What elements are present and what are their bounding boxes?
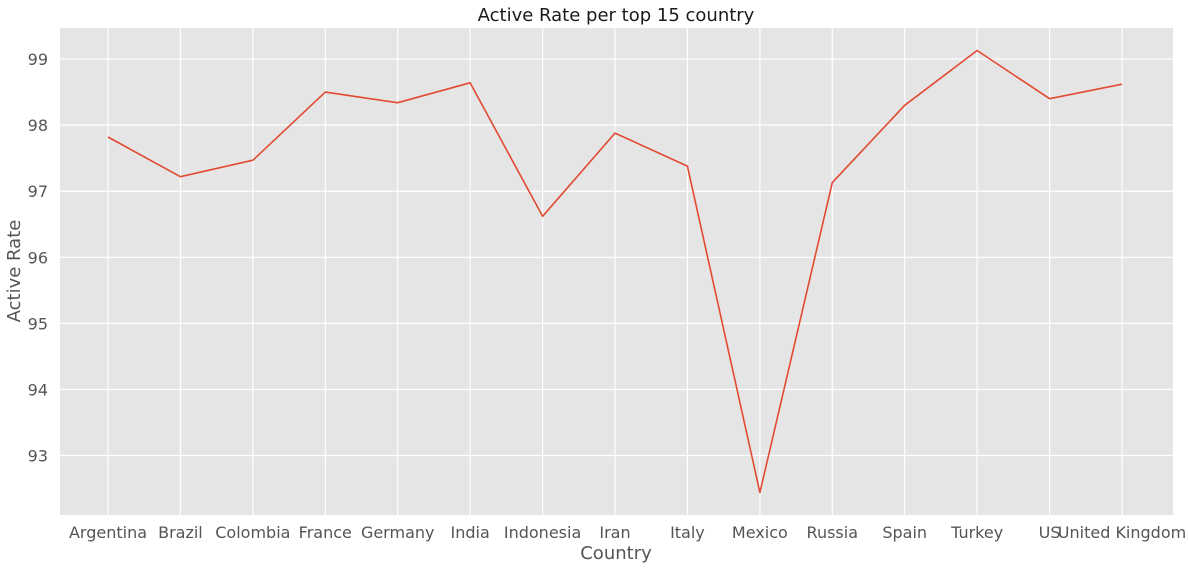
x-tick-label: Argentina — [69, 523, 147, 542]
x-axis-title: Country — [580, 543, 652, 564]
x-tick-label: India — [451, 523, 490, 542]
x-tick-label: United Kingdom — [1058, 523, 1186, 542]
x-tick-label: Mexico — [732, 523, 788, 542]
x-tick-label: Turkey — [950, 523, 1003, 542]
x-tick-label: Spain — [882, 523, 927, 542]
y-tick-label: 95 — [28, 314, 48, 333]
grid-lines — [60, 28, 1173, 515]
x-tick-label: Germany — [361, 523, 435, 542]
y-tick-label: 98 — [28, 116, 48, 135]
x-tick-label: Italy — [670, 523, 705, 542]
plot-area — [60, 28, 1173, 515]
x-tick-label: Brazil — [158, 523, 203, 542]
x-tick-labels: Argentina Brazil Colombia France Germany Indi… — [69, 523, 1186, 542]
x-tick-label: Colombia — [215, 523, 290, 542]
y-tick-label: 94 — [28, 380, 48, 399]
y-tick-label: 96 — [28, 248, 48, 267]
x-tick-label: France — [299, 523, 352, 542]
x-tick-label: US — [1039, 523, 1061, 542]
y-tick-label: 99 — [28, 50, 48, 69]
chart-title: Active Rate per top 15 country — [478, 5, 755, 26]
y-tick-label: 97 — [28, 182, 48, 201]
x-tick-label: Russia — [807, 523, 858, 542]
y-axis-title: Active Rate — [4, 220, 25, 323]
x-tick-label: Indonesia — [504, 523, 581, 542]
x-tick-label: Iran — [599, 523, 630, 542]
y-tick-labels: 93 94 95 96 97 98 99 — [28, 50, 48, 465]
y-tick-label: 93 — [28, 447, 48, 466]
series-line — [107, 49, 1123, 494]
series-layer — [107, 49, 1123, 494]
